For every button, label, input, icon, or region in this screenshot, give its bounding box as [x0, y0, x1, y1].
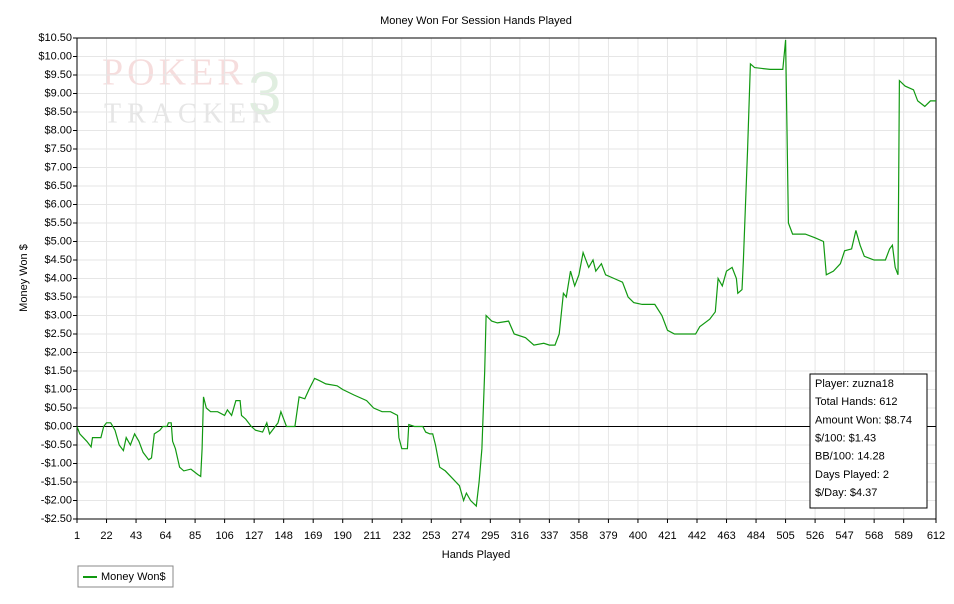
x-tick-label: 379 [599, 530, 617, 542]
y-tick-label: $9.00 [44, 87, 72, 99]
y-tick-label: $3.00 [44, 309, 72, 321]
plot-frame [76, 37, 937, 520]
x-tick-label: 106 [215, 530, 233, 542]
x-tick-label: 148 [274, 530, 292, 542]
x-tick-label: 22 [100, 530, 112, 542]
x-tick-label: 295 [481, 530, 499, 542]
y-tick-label: $8.50 [44, 106, 72, 118]
x-tick-label: 421 [658, 530, 676, 542]
x-tick-label: 316 [511, 530, 529, 542]
info-text: $/100: $1.43 [815, 433, 876, 445]
y-tick-label: $6.50 [44, 180, 72, 192]
info-text: BB/100: 14.28 [815, 451, 885, 463]
y-tick-label: $1.50 [44, 365, 72, 377]
y-tick-label: $5.50 [44, 217, 72, 229]
x-tick-label: 442 [688, 530, 706, 542]
info-text: $/Day: $4.37 [815, 487, 877, 499]
y-tick-label: $2.50 [44, 328, 72, 340]
x-tick-label: 358 [570, 530, 588, 542]
y-tick-label: $5.00 [44, 235, 72, 247]
y-axis-label: Money Won $ [18, 244, 30, 312]
y-tick-label: $0.00 [44, 420, 72, 432]
x-tick-label: 484 [747, 530, 765, 542]
info-text: Total Hands: 612 [815, 396, 898, 408]
watermark: POKER TRACKER 3 [102, 52, 281, 130]
x-tick-label: 169 [304, 530, 322, 542]
info-text: Player: zuzna18 [815, 378, 894, 390]
y-tick-label: $4.00 [44, 272, 72, 284]
y-tick-label: $7.50 [44, 143, 72, 155]
chart-title: Money Won For Session Hands Played [380, 15, 572, 27]
x-tick-label: 43 [130, 530, 142, 542]
y-tick-label: -$1.50 [41, 476, 72, 488]
y-tick-label: $1.00 [44, 383, 72, 395]
y-tick-label: $3.50 [44, 291, 72, 303]
x-tick-label: 211 [363, 530, 381, 542]
y-tick-label: -$2.00 [41, 494, 72, 506]
y-tick-label: $10.50 [38, 32, 72, 44]
info-box [809, 373, 928, 509]
x-tick-label: 337 [540, 530, 558, 542]
x-tick-label: 64 [159, 530, 171, 542]
y-tick-label: $4.50 [44, 254, 72, 266]
x-tick-label: 127 [245, 530, 263, 542]
x-tick-label: 568 [865, 530, 883, 542]
x-tick-label: 253 [422, 530, 440, 542]
y-tick-label: $0.50 [44, 402, 72, 414]
watermark-text: TRACKER [104, 98, 277, 129]
info-text: Days Played: 2 [815, 469, 889, 481]
y-tick-label: $9.50 [44, 69, 72, 81]
y-tick-label: $10.00 [38, 50, 72, 62]
legend-box [77, 565, 174, 588]
y-tick-label: -$0.50 [41, 439, 72, 451]
info-text: Amount Won: $8.74 [815, 414, 912, 426]
x-tick-label: 1 [74, 530, 80, 542]
x-tick-label: 612 [927, 530, 945, 542]
x-tick-label: 463 [717, 530, 735, 542]
data-line [76, 39, 936, 508]
x-tick-label: 589 [894, 530, 912, 542]
y-tick-label: $8.00 [44, 124, 72, 136]
y-tick-label: -$2.50 [41, 513, 72, 525]
x-tick-label: 505 [776, 530, 794, 542]
x-tick-label: 85 [189, 530, 201, 542]
x-tick-label: 547 [835, 530, 853, 542]
x-tick-label: 526 [806, 530, 824, 542]
y-tick-label: $7.00 [44, 161, 72, 173]
watermark-text: POKER [102, 52, 247, 94]
x-tick-label: 190 [334, 530, 352, 542]
y-tick-label: $2.00 [44, 346, 72, 358]
y-tick-label: -$1.00 [41, 457, 72, 469]
y-tick-label: $6.00 [44, 198, 72, 210]
x-axis-label: Hands Played [442, 549, 511, 561]
x-tick-label: 400 [629, 530, 647, 542]
legend-label: Money Won$ [101, 571, 166, 583]
x-tick-label: 232 [393, 530, 411, 542]
x-tick-label: 274 [452, 530, 470, 542]
